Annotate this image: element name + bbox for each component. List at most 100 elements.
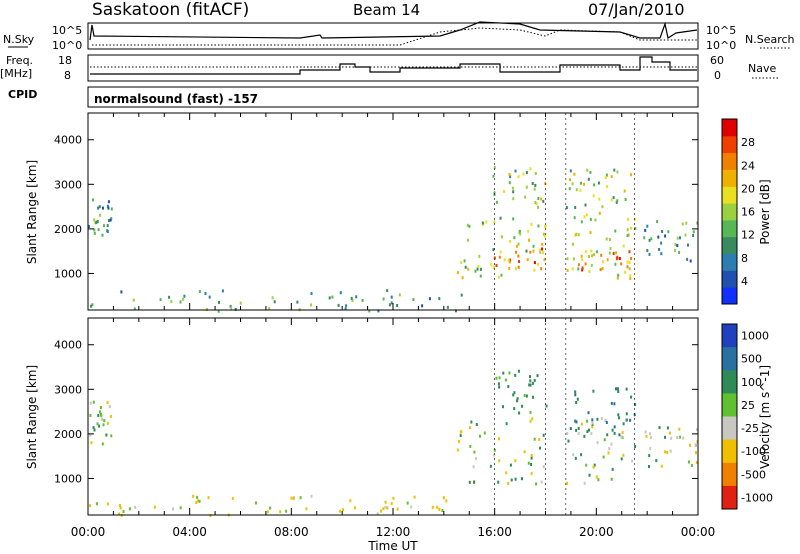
nave-label: Nave	[748, 62, 776, 75]
power-cell	[583, 215, 586, 219]
velocity-cell	[512, 393, 515, 397]
power-cell	[658, 248, 661, 251]
colorbar-swatch	[722, 393, 737, 417]
power-cell	[477, 264, 480, 268]
velocity-cell	[586, 419, 589, 423]
velocity-region	[566, 417, 637, 485]
power-cell	[592, 194, 595, 198]
power-cell	[660, 252, 663, 256]
velocity-cell	[509, 463, 512, 467]
velocity-cell	[664, 450, 667, 454]
velocity-cell	[603, 438, 606, 442]
power-cell	[617, 273, 620, 277]
velocity-cell	[513, 407, 516, 411]
colorbar-swatch	[722, 169, 737, 187]
velocity-cell	[192, 494, 195, 498]
power-cell	[630, 173, 632, 177]
nsky-label: N.Sky	[3, 33, 35, 46]
velocity-region	[89, 400, 113, 446]
power-cell	[508, 173, 511, 176]
colorbar-swatch	[722, 270, 737, 288]
velocity-cell	[269, 506, 272, 510]
power-cell	[132, 298, 135, 302]
velocity-cell	[587, 411, 590, 415]
power-cell	[604, 176, 607, 179]
velocity-cell	[542, 465, 545, 469]
power-cell	[106, 204, 109, 208]
power-cell	[643, 236, 646, 240]
power-cell	[181, 297, 184, 301]
power-cell	[351, 299, 354, 303]
velocity-cell	[196, 495, 199, 499]
power-cell	[580, 254, 583, 258]
velocity-cell	[577, 431, 580, 435]
velocity-cell	[591, 425, 594, 429]
velocity-cell	[525, 394, 528, 398]
velocity-cell	[110, 434, 113, 438]
velocity-cell	[384, 500, 387, 504]
power-cell	[478, 254, 481, 258]
power-cell	[622, 244, 625, 248]
power-panel: 1000 2000 3000 4000 Slant Range [km] 4 8 12 16…	[25, 112, 772, 313]
power-cell	[170, 300, 173, 304]
velocity-cell	[576, 397, 579, 401]
power-cell	[540, 197, 543, 201]
power-cell	[508, 267, 511, 270]
power-cell	[569, 178, 571, 182]
power-cell	[646, 249, 649, 253]
velocity-cell	[468, 480, 471, 484]
velocity-cell	[392, 496, 395, 500]
power-cell	[656, 220, 659, 224]
velocity-cell	[566, 432, 569, 435]
power-cell	[107, 200, 110, 204]
velocity-cell	[621, 431, 624, 434]
velocity-cell	[542, 433, 545, 437]
power-cell	[518, 260, 520, 263]
power-cell	[508, 260, 511, 264]
velocity-cell	[574, 419, 577, 423]
power-cell	[598, 211, 601, 215]
power-cell	[577, 267, 580, 271]
power-cell	[511, 186, 514, 190]
power-cell	[569, 169, 572, 173]
colorbar-tick-label: 8	[741, 252, 748, 265]
power-cell	[616, 276, 619, 280]
velocity-cell	[528, 383, 531, 387]
colorbar-tick-label: 4	[741, 275, 748, 288]
velocity-cell	[108, 405, 111, 409]
velocity-cell	[493, 453, 496, 457]
velocity-cell	[688, 460, 690, 464]
power-cell	[495, 200, 498, 204]
velocity-cell	[666, 451, 669, 454]
velocity-cell	[577, 426, 580, 430]
power-cell	[586, 168, 589, 172]
time-tick-label: 12:00	[376, 525, 411, 539]
power-cell	[606, 258, 609, 262]
power-cell	[529, 250, 532, 254]
velocity-cell	[588, 428, 590, 432]
velocity-cell	[498, 376, 501, 380]
velocity-cell	[207, 496, 210, 500]
velocity-cell	[610, 401, 613, 405]
power-cell	[344, 307, 347, 311]
power-cell	[583, 182, 586, 186]
power-cell	[573, 216, 576, 220]
power-cell	[577, 263, 580, 267]
power-cell	[534, 184, 537, 187]
velocity-cell	[620, 457, 623, 461]
velocity-cell	[475, 423, 478, 426]
power-cell	[217, 309, 220, 313]
velocity-cell	[507, 385, 510, 389]
power-cell	[686, 257, 689, 261]
power-colorbar-label: Power [dB]	[758, 179, 772, 244]
velocity-cell	[445, 499, 448, 503]
colorbar-tick-label: 24	[741, 159, 755, 172]
power-cell	[633, 218, 636, 221]
velocity-cell	[95, 502, 98, 506]
velocity-cell	[349, 499, 352, 503]
power-cell	[568, 187, 571, 191]
power-cell	[97, 206, 100, 210]
power-cell	[464, 265, 467, 269]
power-cell	[133, 307, 136, 311]
velocity-cell	[489, 464, 492, 468]
